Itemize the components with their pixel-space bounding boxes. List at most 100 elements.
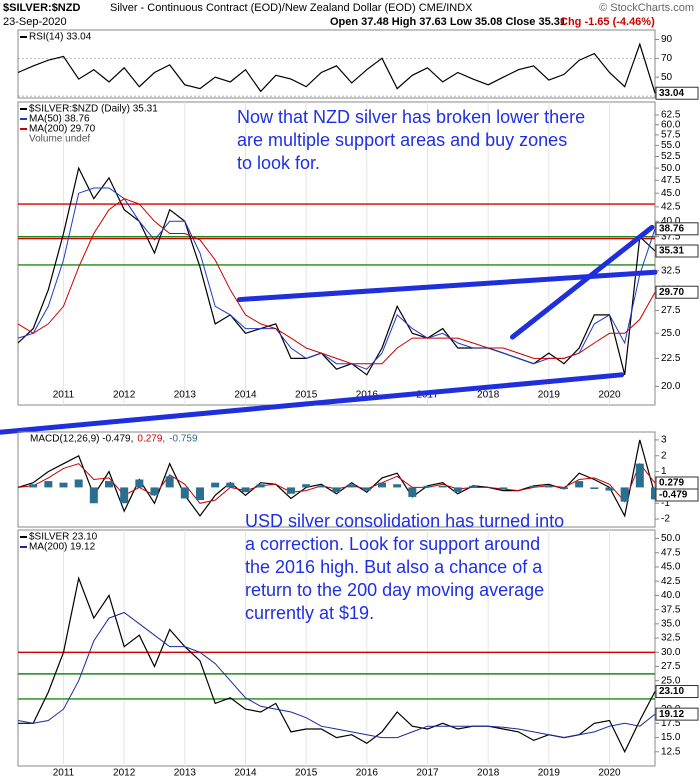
- annotation: currently at $19.: [245, 603, 374, 623]
- series-line: [17, 611, 656, 739]
- histogram-bar: [393, 484, 402, 488]
- histogram-bar: [196, 487, 204, 501]
- annotation: to look for.: [237, 153, 320, 173]
- histogram-bar: [241, 487, 250, 493]
- histogram-bar: [226, 482, 235, 488]
- y-tick-label: 35.0: [661, 618, 681, 629]
- y-tick-label: 40.0: [661, 590, 681, 601]
- description: Silver - Continuous Contract (EOD)/New Z…: [110, 2, 473, 14]
- change: Chg -1.65 (-4.46%): [560, 16, 655, 28]
- x-tick-label: 2015: [295, 768, 318, 779]
- quote: Open 37.48 High 37.63 Low 35.08 Close 35…: [330, 16, 566, 28]
- y-tick-label: 50.0: [661, 533, 681, 544]
- y-tick-label: 45.0: [661, 562, 681, 573]
- y-tick-label: 2: [661, 450, 667, 461]
- y-tick-label: 52.5: [661, 151, 681, 162]
- histogram-bar: [529, 485, 538, 488]
- annotation: the 2016 high. But also a chance of a: [245, 557, 543, 577]
- histogram-bar: [423, 485, 432, 488]
- legend-entry: RSI(14) 33.04: [29, 32, 92, 43]
- annotation: a correction. Look for support around: [245, 534, 540, 554]
- histogram-bar: [453, 487, 462, 493]
- x-tick-label: 2012: [113, 768, 136, 779]
- x-tick-label: 2020: [598, 390, 621, 401]
- y-tick-label: 70: [661, 53, 673, 64]
- y-tick-label: 47.5: [661, 175, 681, 186]
- histogram-bar: [120, 487, 129, 504]
- x-tick-label: 2013: [174, 390, 197, 401]
- histogram-bar: [105, 481, 113, 488]
- y-tick-label: 37.5: [661, 231, 681, 242]
- legend-entry: MA(50) 38.76: [29, 114, 90, 125]
- annotation: USD silver consolidation has turned into: [245, 511, 564, 531]
- y-tick-label: 1: [661, 466, 667, 477]
- value-tag-label: 33.04: [659, 88, 684, 99]
- x-tick-label: 2013: [174, 768, 197, 779]
- histogram-bar: [620, 487, 629, 502]
- trend-line: [509, 224, 655, 340]
- y-tick-label: 37.5: [661, 604, 681, 615]
- value-tag-label: 0.279: [659, 478, 684, 489]
- trend-line: [0, 372, 625, 435]
- value-tag-label: 35.31: [659, 246, 684, 257]
- value-tag: [655, 86, 699, 100]
- value-tag-label: 38.76: [659, 223, 684, 234]
- series-line: [17, 166, 656, 376]
- y-tick-label: 27.5: [661, 305, 681, 316]
- y-tick-label: 22.5: [661, 353, 681, 364]
- histogram-bar: [211, 482, 220, 488]
- x-tick-label: 2011: [53, 768, 75, 779]
- y-tick-label: 47.5: [661, 547, 681, 558]
- x-tick-label: 2016: [356, 768, 379, 779]
- histogram-bar: [89, 487, 98, 504]
- legend-entry: $SILVER 23.10: [29, 532, 98, 543]
- value-tag: [655, 707, 699, 721]
- value-tag-label: 29.70: [659, 287, 684, 298]
- series-line: [17, 42, 656, 94]
- histogram-bar: [287, 487, 295, 494]
- y-tick-label: 12.5: [661, 746, 681, 757]
- legend-entry: -0.759: [169, 434, 198, 445]
- value-tag: [655, 244, 699, 258]
- annotation: are multiple support areas and buy zones: [237, 130, 567, 150]
- legend-entry: MACD(12,26,9) -0.479,: [30, 434, 133, 445]
- y-tick-label: 30.0: [661, 647, 681, 658]
- y-tick-label: 27.5: [661, 661, 681, 672]
- y-tick-label: 25.0: [661, 675, 681, 686]
- y-tick-label: 90: [661, 34, 673, 45]
- value-tag-label: 23.10: [659, 686, 684, 697]
- y-tick-label: 42.5: [661, 201, 681, 212]
- x-tick-label: 2012: [113, 390, 136, 401]
- symbol: $SILVER:$NZD: [3, 2, 80, 14]
- x-tick-label: 2014: [234, 768, 257, 779]
- legend-entry: $SILVER:$NZD (Daily) 35.31: [29, 104, 158, 115]
- histogram-bar: [590, 487, 599, 489]
- y-tick-label: 32.5: [661, 633, 681, 644]
- x-tick-label: 2016: [356, 390, 379, 401]
- legend-entry: MA(200) 29.70: [29, 124, 96, 135]
- y-tick-label: 40.0: [661, 216, 681, 227]
- value-tag: [655, 285, 699, 299]
- volume-label: Volume undef: [29, 134, 90, 145]
- histogram-bar: [29, 484, 38, 488]
- histogram-bar: [180, 487, 189, 499]
- x-tick-label: 2015: [295, 390, 318, 401]
- y-tick-label: 62.5: [661, 110, 681, 121]
- histogram-bar: [438, 485, 447, 488]
- histogram-bar: [347, 484, 356, 488]
- panel-frame: [17, 29, 656, 99]
- histogram-bar: [560, 487, 568, 489]
- y-tick-label: 17.5: [661, 718, 681, 729]
- y-tick-label: 60.0: [661, 119, 681, 130]
- histogram-bar: [332, 487, 341, 493]
- histogram-bar: [362, 487, 371, 491]
- credit: © StockCharts.com: [599, 2, 694, 14]
- annotation: Now that NZD silver has broken lower the…: [237, 107, 585, 127]
- histogram-bar: [302, 484, 311, 488]
- histogram-bar: [378, 482, 386, 488]
- histogram-bar: [605, 487, 614, 491]
- y-tick-label: 3: [661, 435, 667, 446]
- y-tick-label: 42.5: [661, 576, 681, 587]
